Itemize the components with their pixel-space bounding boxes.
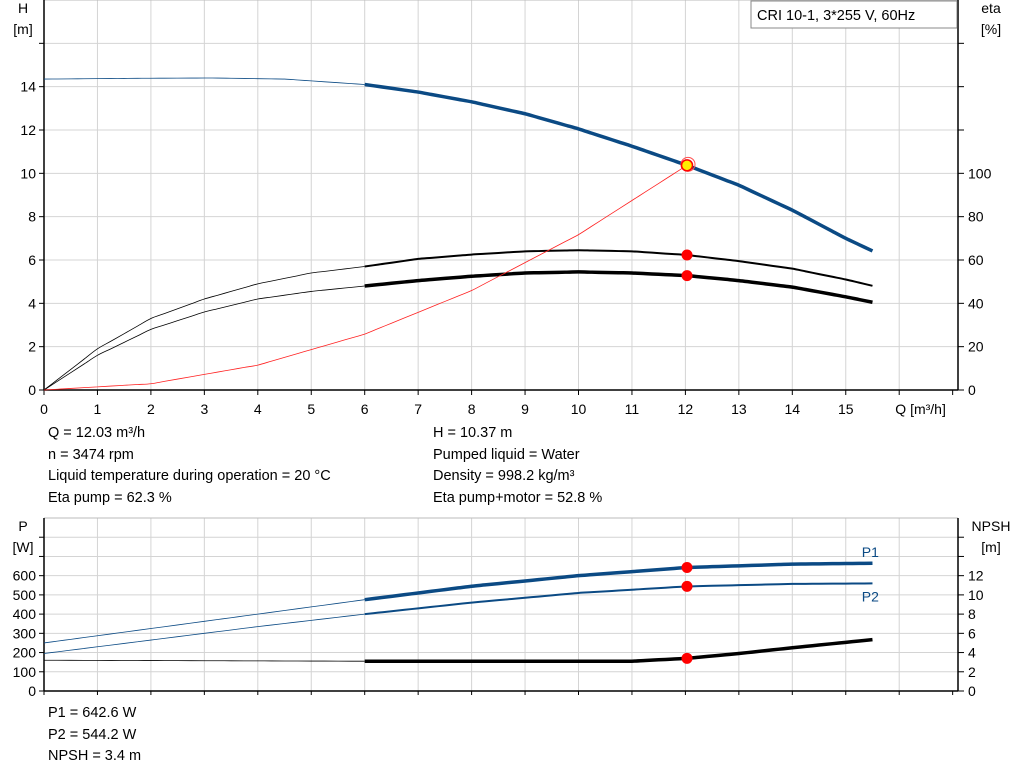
x-tick-label: 7 [414, 401, 422, 417]
y-tick-label: 0 [28, 683, 36, 699]
info-right: H = 10.37 m Pumped liquid = Water Densit… [433, 423, 602, 509]
series-NPSH-extrapolated [43, 659, 365, 662]
series-label-P2: P2 [862, 588, 879, 604]
x-tick-label: 1 [94, 401, 102, 417]
eta-pump-motor-marker [681, 270, 693, 282]
info-temp: Liquid temperature during operation = 20… [48, 468, 331, 484]
info-n: n = 3474 rpm [48, 446, 134, 463]
y-right-tick-label: 10 [968, 587, 984, 603]
y-right-axis-unit: [m] [981, 539, 1000, 555]
p2-marker [681, 580, 693, 592]
series-eta_pump_motor-extrapolated [43, 285, 365, 391]
y-axis-label: H [18, 0, 28, 16]
y-tick-label: 400 [13, 606, 37, 622]
info-q: Q = 12.03 m³/h [48, 425, 146, 441]
title-box [750, 0, 958, 29]
x-tick-label: 6 [361, 401, 369, 417]
y-right-tick-label: 0 [968, 382, 976, 398]
series-eta_pump [364, 249, 873, 287]
info-density: Density = 998.2 kg/m³ [433, 468, 575, 484]
series-H [364, 82, 874, 253]
y-tick-label: 14 [20, 79, 36, 95]
y-right-axis-unit: [%] [981, 21, 1001, 37]
x-tick-label: 0 [40, 401, 48, 417]
x-tick-label: 14 [785, 401, 801, 417]
y-tick-label: 600 [13, 568, 37, 584]
y-right-tick-label: 20 [968, 339, 984, 355]
series-NPSH [364, 637, 873, 664]
y-tick-label: 100 [13, 664, 37, 680]
y-tick-label: 12 [20, 122, 36, 138]
y-axis-unit: [W] [13, 539, 34, 555]
x-tick-label: 11 [625, 401, 640, 417]
info-bottom: P1 = 642.6 W P2 = 544.2 W NPSH = 3.4 m [48, 703, 141, 768]
x-tick-label: 2 [147, 401, 155, 417]
x-tick-label: 13 [731, 401, 747, 417]
y-axis-unit: [m] [13, 21, 32, 37]
info-left: Q = 12.03 m³/h n = 3474 rpm Liquid tempe… [48, 423, 331, 509]
y-tick-label: 300 [13, 625, 37, 641]
x-axis-label: Q [m³/h] [895, 401, 946, 417]
y-tick-label: 200 [13, 645, 37, 661]
x-tick-label: 12 [678, 401, 694, 417]
x-tick-label: 8 [468, 401, 476, 417]
series-P1-extrapolated [43, 599, 365, 644]
y-right-tick-label: 100 [968, 165, 992, 181]
series-eta_pump_motor [364, 270, 873, 304]
info-h: H = 10.37 m [433, 425, 513, 441]
series-label-P1: P1 [862, 544, 879, 560]
x-tick-label: 15 [838, 401, 854, 417]
series-system-curve [43, 166, 686, 391]
duty-point-marker [680, 159, 694, 172]
x-tick-label: 5 [307, 401, 315, 417]
y-tick-label: 500 [13, 587, 37, 603]
npsh-marker [681, 652, 693, 664]
y-right-tick-label: 60 [968, 252, 984, 268]
y-right-tick-label: 4 [968, 645, 976, 661]
series-H-extrapolated [43, 77, 365, 85]
series-P1 [364, 561, 873, 602]
info-npsh: NPSH = 3.4 m [48, 748, 142, 764]
y-right-tick-label: 80 [968, 209, 984, 225]
y-right-tick-label: 2 [968, 664, 976, 680]
y-right-axis-label: NPSH [972, 518, 1011, 534]
y-right-tick-label: 40 [968, 295, 984, 311]
x-tick-label: 3 [200, 401, 208, 417]
series-P2-extrapolated [43, 613, 365, 654]
chart-title: CRI 10-1, 3*255 V, 60Hz [757, 8, 915, 24]
p1-marker [681, 561, 693, 573]
series-eta_pump-extrapolated [43, 266, 365, 391]
y-tick-label: 4 [28, 295, 36, 311]
y-tick-label: 0 [28, 382, 36, 398]
y-axis-label: P [18, 518, 27, 534]
eta-pump-marker [681, 249, 693, 261]
info-p1: P1 = 642.6 W [48, 705, 137, 721]
y-right-tick-label: 0 [968, 683, 976, 699]
y-tick-label: 8 [28, 209, 36, 225]
y-tick-label: 10 [20, 165, 36, 181]
info-p2: P2 = 544.2 W [48, 726, 137, 743]
y-tick-label: 2 [28, 339, 36, 355]
y-right-axis-label: eta [981, 0, 1001, 16]
y-right-tick-label: 8 [968, 606, 976, 622]
y-right-tick-label: 12 [968, 568, 984, 584]
y-right-tick-label: 6 [968, 625, 976, 641]
info-eta-pump-motor: Eta pump+motor = 52.8 % [433, 489, 603, 506]
series-P2 [364, 582, 873, 616]
info-liquid: Pumped liquid = Water [433, 446, 580, 463]
x-tick-label: 10 [571, 401, 587, 417]
info-eta-pump: Eta pump = 62.3 % [48, 489, 172, 506]
x-tick-label: 9 [521, 401, 529, 417]
x-tick-label: 4 [254, 401, 262, 417]
y-tick-label: 6 [28, 252, 36, 268]
